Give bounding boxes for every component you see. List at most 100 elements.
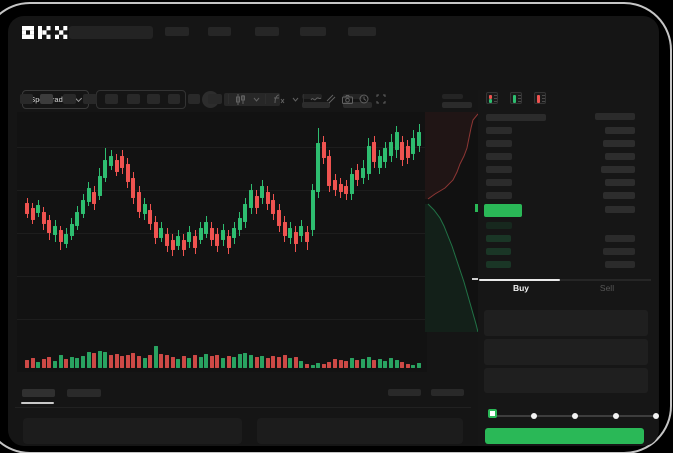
- nav-item-placeholder[interactable]: [300, 27, 326, 36]
- timeframe-button[interactable]: [168, 94, 180, 104]
- book-combined-icon[interactable]: [486, 92, 498, 104]
- volume-bar: [125, 355, 130, 368]
- timeframe-button[interactable]: [83, 94, 97, 104]
- amount-slider-track[interactable]: [490, 415, 653, 417]
- volume-bar: [349, 358, 354, 368]
- volume-bar: [86, 352, 91, 368]
- camera-icon[interactable]: [342, 92, 353, 106]
- slider-handle[interactable]: [488, 409, 497, 418]
- tab-sell[interactable]: Sell: [599, 283, 615, 293]
- volume-bar: [41, 359, 46, 368]
- fullscreen-icon[interactable]: [376, 92, 386, 106]
- slider-stop[interactable]: [653, 413, 659, 419]
- bid-price-placeholder: [486, 235, 511, 242]
- toolbar-separator: [228, 94, 229, 104]
- timeframe-button[interactable]: [40, 94, 53, 104]
- nav-item-placeholder[interactable]: [165, 27, 189, 36]
- nav-item-placeholder[interactable]: [348, 27, 376, 36]
- volume-bar: [282, 355, 287, 368]
- dash: [494, 95, 497, 96]
- timeframe-button[interactable]: [127, 94, 140, 104]
- slider-stop[interactable]: [613, 413, 619, 419]
- candle: [305, 232, 309, 242]
- clock-icon[interactable]: [359, 92, 369, 106]
- slider-stop[interactable]: [531, 413, 537, 419]
- volume-bar: [193, 355, 197, 368]
- orders-action-placeholder[interactable]: [431, 389, 464, 396]
- app-window: Spot Trading: [8, 16, 659, 446]
- volume-bar: [237, 354, 242, 368]
- price-header-placeholder: [486, 114, 546, 121]
- asks-strip: [489, 95, 492, 99]
- search-bar-placeholder[interactable]: [69, 26, 153, 39]
- candle: [349, 174, 354, 194]
- candle: [148, 210, 153, 224]
- candle: [142, 204, 147, 214]
- market-header: Spot Trading: [8, 50, 659, 109]
- candle: [81, 200, 85, 214]
- stat-label-placeholder: [302, 94, 322, 99]
- candle: [109, 156, 113, 166]
- timeframe-button[interactable]: [208, 94, 222, 104]
- trade-tabs-track: [479, 279, 651, 281]
- line-style-icon[interactable]: [310, 92, 322, 106]
- volume-bar: [221, 358, 225, 368]
- order-input-placeholder[interactable]: [484, 339, 648, 365]
- candle: [243, 204, 248, 222]
- candle: [103, 160, 108, 178]
- timeframe-button[interactable]: [105, 94, 118, 104]
- orders-action-placeholder[interactable]: [388, 389, 421, 396]
- nav-item-placeholder[interactable]: [255, 27, 279, 36]
- timeframe-button[interactable]: [188, 94, 200, 104]
- candle: [137, 192, 141, 212]
- chevron-down-icon[interactable]: [253, 92, 260, 106]
- orders-table-placeholder: [23, 418, 242, 444]
- volume-bar: [131, 353, 136, 368]
- compare-icon[interactable]: [326, 92, 336, 106]
- ask-amount-placeholder: [601, 166, 635, 173]
- nav-item-placeholder[interactable]: [208, 27, 231, 36]
- book-asks-icon[interactable]: [534, 92, 546, 104]
- candle: [394, 132, 399, 150]
- candle: [58, 230, 63, 242]
- bid-amount-placeholder: [605, 235, 635, 242]
- order-input-placeholder[interactable]: [484, 368, 648, 393]
- candle-style-icon[interactable]: [235, 92, 246, 106]
- volume-bar: [344, 361, 349, 368]
- timeframe-button[interactable]: [147, 94, 160, 104]
- volume-bar: [25, 360, 29, 368]
- candle: [288, 228, 293, 238]
- candle: [64, 234, 69, 244]
- candle: [114, 160, 119, 172]
- book-bids-icon[interactable]: [510, 92, 522, 104]
- candle: [120, 156, 125, 168]
- tab-buy[interactable]: Buy: [512, 283, 530, 293]
- buy-tab-indicator: [479, 279, 560, 281]
- candlestick-chart[interactable]: [17, 112, 427, 372]
- indicator-fx-icon[interactable]: [273, 92, 285, 106]
- volume-bar: [148, 355, 153, 368]
- orders-tab-active[interactable]: [22, 389, 55, 397]
- slider-stop[interactable]: [572, 413, 578, 419]
- timeframe-button[interactable]: [63, 94, 76, 104]
- volume-bar: [400, 362, 405, 368]
- dash: [542, 95, 545, 96]
- candle: [389, 142, 393, 156]
- volume-bar: [394, 360, 399, 368]
- candle: [153, 222, 158, 238]
- candle: [327, 156, 332, 186]
- buy-submit-button[interactable]: [485, 428, 644, 444]
- volume-bar: [389, 358, 393, 368]
- chevron-down-icon[interactable]: [292, 92, 299, 106]
- timeframe-button[interactable]: [20, 94, 33, 104]
- volume-bar: [69, 357, 74, 368]
- candle: [125, 164, 130, 182]
- candle: [198, 228, 203, 240]
- order-input-placeholder[interactable]: [484, 310, 648, 336]
- orders-tab[interactable]: [67, 389, 101, 397]
- candle: [310, 190, 315, 230]
- volume-bar: [288, 358, 293, 368]
- volume-bar: [254, 357, 259, 368]
- dash: [494, 101, 497, 102]
